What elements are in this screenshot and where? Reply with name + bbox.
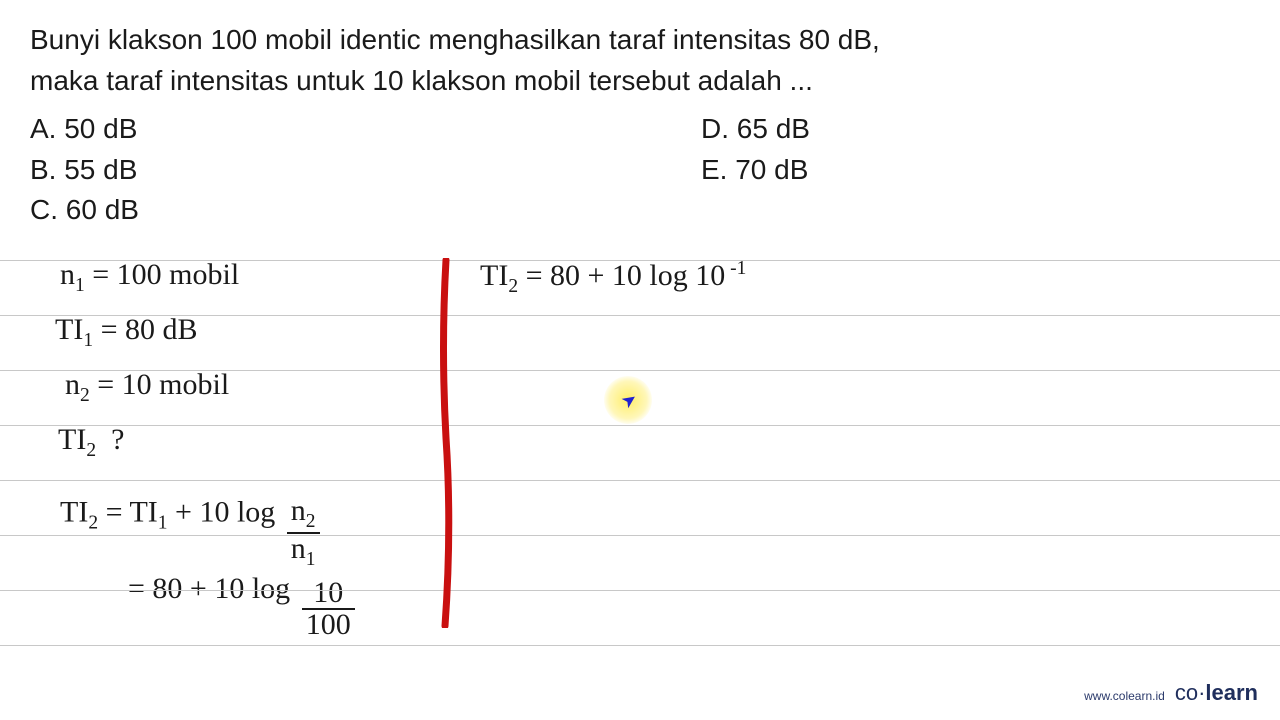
options-right-column: D. 65 dB E. 70 dB — [701, 109, 1250, 231]
watermark: www.colearn.id co·learn — [1084, 680, 1258, 706]
ruled-line — [0, 370, 1280, 371]
options-left-column: A. 50 dB B. 55 dB C. 60 dB — [30, 109, 701, 231]
option-a: A. 50 dB — [30, 109, 701, 150]
question-block: Bunyi klakson 100 mobil identic menghasi… — [0, 0, 1280, 241]
hw-n2: n2 = 10 mobil — [65, 368, 229, 407]
options-row: A. 50 dB B. 55 dB C. 60 dB D. 65 dB E. 7… — [30, 109, 1250, 231]
ruled-line — [0, 535, 1280, 536]
ruled-line — [0, 260, 1280, 261]
ruled-line — [0, 315, 1280, 316]
notebook-area: n1 = 100 mobil TI1 = 80 dB n2 = 10 mobil… — [0, 260, 1280, 720]
option-b: B. 55 dB — [30, 150, 701, 191]
hw-right-eq: TI2 = 80 + 10 log 10 -1 — [480, 258, 746, 298]
option-d: D. 65 dB — [701, 109, 1250, 150]
ruled-line — [0, 645, 1280, 646]
option-e: E. 70 dB — [701, 150, 1250, 191]
hw-substitution: = 80 + 10 log 10100 — [128, 560, 355, 622]
ruled-line — [0, 480, 1280, 481]
hw-ti1: TI1 = 80 dB — [55, 313, 198, 352]
divider — [438, 258, 458, 628]
option-c: C. 60 dB — [30, 190, 701, 231]
question-line-1: Bunyi klakson 100 mobil identic menghasi… — [30, 20, 1250, 61]
ruled-line — [0, 425, 1280, 426]
hw-n1: n1 = 100 mobil — [60, 258, 239, 297]
watermark-url: www.colearn.id — [1084, 689, 1165, 703]
hw-ti2q: TI2 ? — [58, 423, 124, 462]
question-line-2: maka taraf intensitas untuk 10 klakson m… — [30, 61, 1250, 102]
hw-ti2-formula: TI2 = TI1 + 10 log n2n1 — [60, 478, 320, 551]
ruled-line — [0, 590, 1280, 591]
watermark-logo: co·learn — [1175, 680, 1258, 706]
